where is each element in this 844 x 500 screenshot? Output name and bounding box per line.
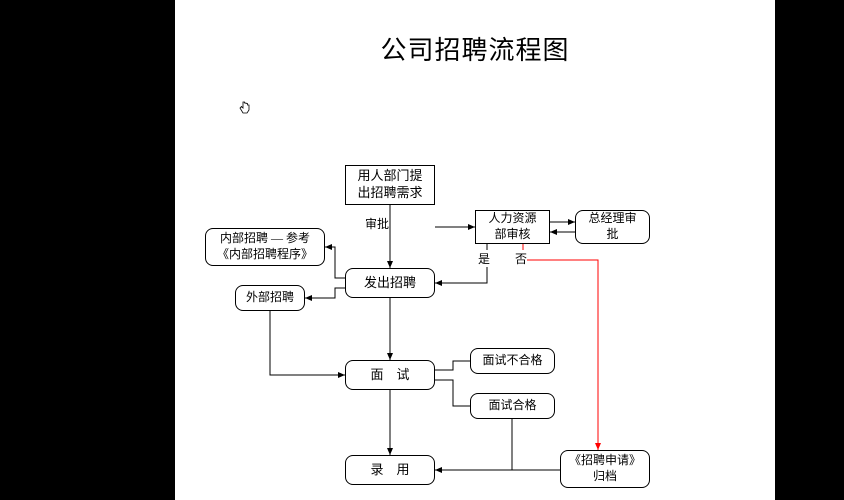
flowchart-node-fail: 面试不合格 (470, 348, 555, 374)
flowchart-node-interview: 面 试 (345, 360, 435, 390)
flowchart-node-hire: 录 用 (345, 455, 435, 485)
flowchart-node-internal: 内部招聘 — 参考《内部招聘程序》 (205, 228, 325, 266)
flowchart-node-hr: 人力资源部审核 (475, 210, 550, 244)
flowchart-node-archive: 《招聘申请》归档 (560, 450, 650, 488)
edge-hr_no-archive (523, 244, 598, 450)
edge-interview-pass (435, 380, 470, 406)
document-page: 公司招聘流程图 用人部门提出招聘需求人力资源部审核总经理审批内部招聘 — 参考《… (175, 0, 775, 500)
edge-label-need-publish: 审批 (365, 215, 389, 232)
flowchart-node-gm: 总经理审批 (575, 210, 650, 244)
edge-publish-external (305, 288, 345, 298)
flowchart-node-pass: 面试合格 (470, 393, 555, 419)
edge-label-hr_no-archive: 否 (515, 250, 527, 267)
edge-publish-internal (325, 247, 345, 278)
page-title: 公司招聘流程图 (175, 30, 775, 67)
edge-external-interview (270, 311, 345, 375)
edge-hr-publish (435, 244, 487, 283)
flowchart-node-external: 外部招聘 (235, 285, 305, 311)
edge-label-hr-publish: 是 (478, 250, 490, 267)
edge-pass-hire (435, 419, 512, 470)
flowchart-node-need: 用人部门提出招聘需求 (345, 165, 435, 205)
hand-cursor-icon (237, 100, 253, 116)
edge-interview-fail (435, 361, 470, 370)
flowchart-node-publish: 发出招聘 (345, 268, 435, 298)
